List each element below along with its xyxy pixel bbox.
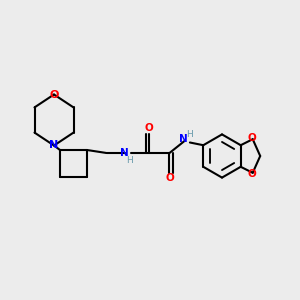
Text: H: H: [187, 130, 193, 139]
Text: O: O: [248, 169, 256, 179]
Text: O: O: [165, 173, 174, 183]
Text: H: H: [127, 156, 133, 165]
Text: O: O: [49, 89, 59, 100]
Text: O: O: [144, 123, 153, 133]
Text: N: N: [50, 140, 58, 151]
Text: O: O: [248, 133, 256, 143]
Text: N: N: [120, 148, 129, 158]
Text: N: N: [178, 134, 188, 145]
